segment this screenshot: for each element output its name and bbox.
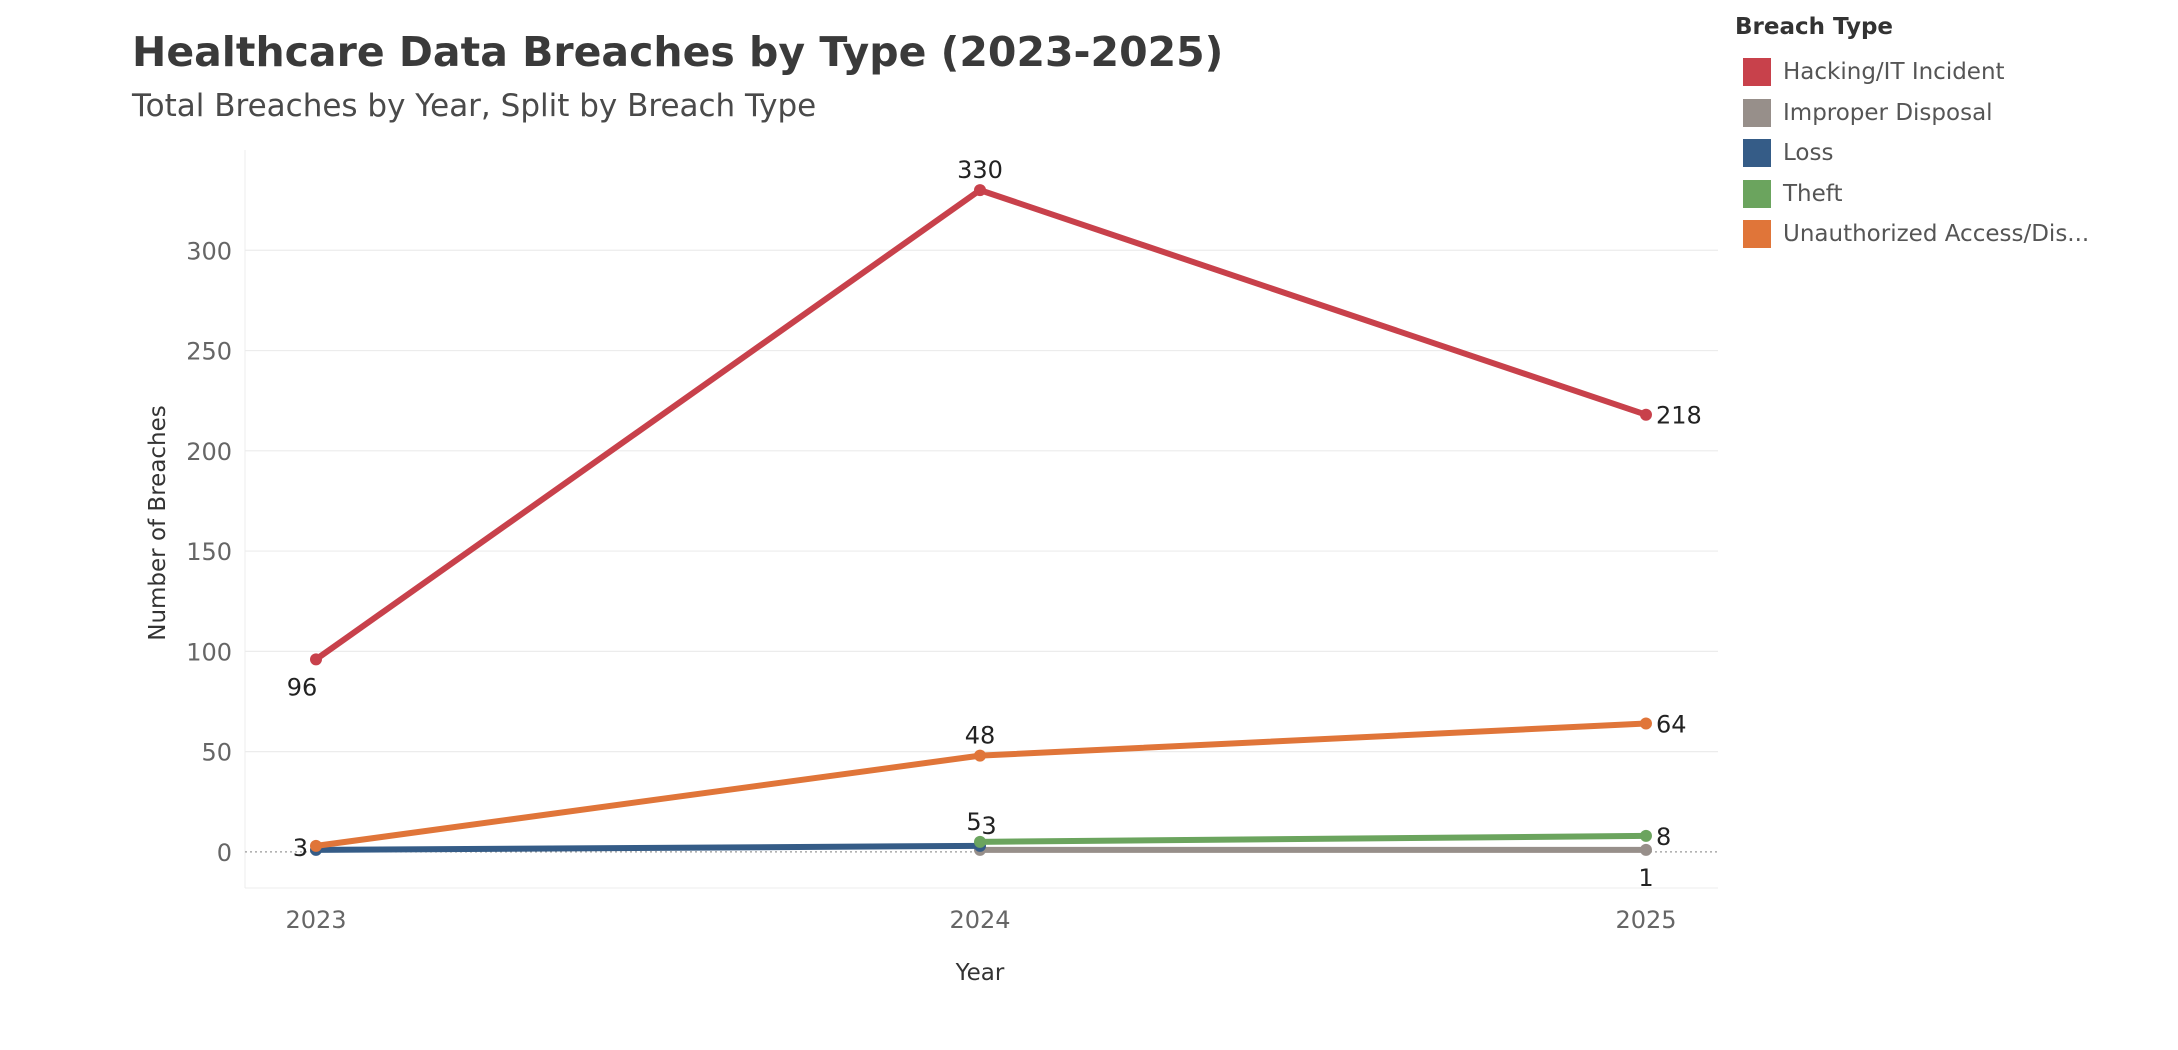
y-tick-label: 50 [201,739,232,767]
legend-label: Theft [1783,180,1843,207]
series-line-theft [977,832,1649,845]
point-improper-disposal [1640,843,1652,856]
data-label-unauthorized-access-dis: 64 [1656,711,1687,739]
legend-item-hacking-it-incident: Hacking/IT Incident [1735,52,2089,93]
y-tick-label: 150 [186,538,232,566]
y-tick-label: 200 [186,438,232,466]
legend-swatch [1743,179,1771,208]
x-tick-label: 2024 [949,906,1010,934]
point-hacking-it-incident [974,184,986,197]
point-unauthorized-access-dis [1640,717,1652,730]
legend-swatch [1743,139,1771,168]
legend-label: Unauthorized Access/Dis... [1783,221,2090,248]
data-label-hacking-it-incident: 96 [287,673,318,701]
point-hacking-it-incident [1640,408,1652,421]
x-axis-title: Year [955,960,1005,986]
legend: Breach Type Hacking/IT Incident Improper … [1735,14,2089,255]
point-unauthorized-access-dis [310,839,322,852]
legend-item-unauthorized-access-dis: Unauthorized Access/Dis... [1735,214,2089,255]
point-hacking-it-incident [310,653,322,666]
y-tick-label: 300 [186,237,232,265]
point-theft [974,835,986,848]
y-axis-title: Number of Breaches [145,405,171,641]
legend-label: Loss [1783,140,1834,167]
y-tick-label: 100 [186,638,232,666]
x-tick-label: 2023 [285,906,346,934]
legend-label: Improper Disposal [1783,99,1993,126]
legend-swatch [1743,220,1771,249]
series-line-hacking-it-incident [313,187,1649,663]
data-label-unauthorized-access-dis: 3 [293,834,308,862]
legend-label: Hacking/IT Incident [1783,59,2005,86]
chart-subtitle: Total Breaches by Year, Split by Breach … [132,88,817,124]
legend-items: Hacking/IT Incident Improper Disposal Loss… [1735,52,2089,255]
legend-item-loss: Loss [1735,133,2089,174]
legend-swatch [1743,58,1771,87]
y-tick-label: 250 [186,338,232,366]
y-tick-label: 0 [217,839,232,867]
legend-title: Breach Type [1735,14,1894,40]
data-label-hacking-it-incident: 218 [1656,402,1702,430]
data-label-unauthorized-access-dis: 48 [965,722,996,750]
chart-title: Healthcare Data Breaches by Type (2023-2… [132,28,1224,76]
point-unauthorized-access-dis [974,749,986,762]
x-tick-label: 2025 [1615,906,1676,934]
point-theft [1640,829,1652,842]
data-label-hacking-it-incident: 330 [957,156,1003,184]
legend-item-improper-disposal: Improper Disposal [1735,93,2089,134]
data-label-loss: 3 [981,812,996,840]
data-label-theft: 5 [966,808,981,836]
legend-swatch [1743,98,1771,127]
data-label-theft: 8 [1656,823,1671,851]
legend-item-theft: Theft [1735,174,2089,215]
series-line-loss [313,842,983,853]
data-label-improper-disposal: 1 [1638,864,1653,892]
